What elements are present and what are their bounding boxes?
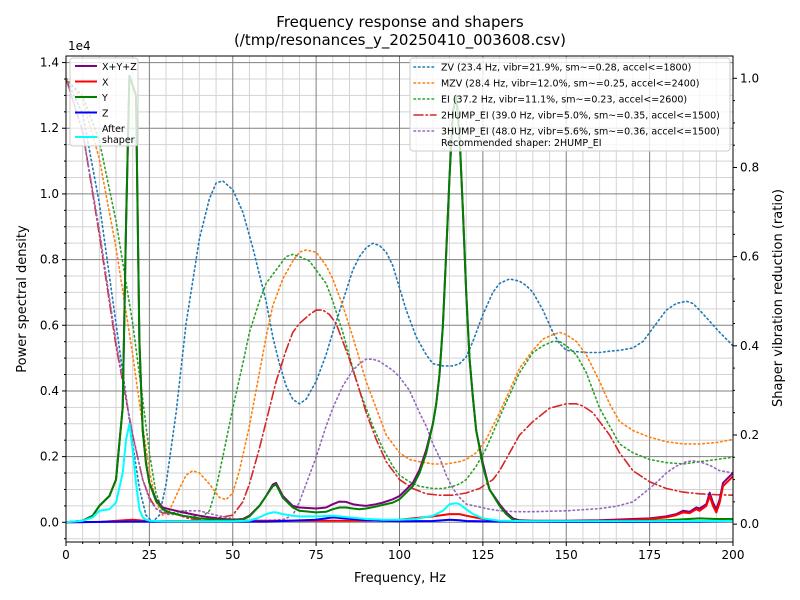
shaper-legend-label: 3HUMP_EI (48.0 Hz, vibr=5.6%, sm~=0.36, … <box>441 127 720 138</box>
y-tick-label: 1.4 <box>40 56 59 70</box>
y-axis-offset-label: 1e4 <box>68 39 91 53</box>
y-tick-label: 0.0 <box>40 515 59 529</box>
y2-tick-label: 1.0 <box>740 71 759 85</box>
y-tick-label: 0.6 <box>40 318 59 332</box>
psd-series-group <box>66 74 733 524</box>
shaper-legend-label: MZV (28.4 Hz, vibr=12.0%, sm~=0.25, acce… <box>441 79 700 90</box>
x-axis: 0 25 50 75 100 125 150 175 200 <box>62 542 744 562</box>
psd-legend-label: After <box>102 124 125 135</box>
y2-tick-label: 0.4 <box>740 339 759 353</box>
psd-legend-label: X <box>102 78 109 89</box>
shaper-line-3hump-ei <box>66 77 733 522</box>
psd-legend-box <box>69 57 139 147</box>
x-axis-label: Frequency, Hz <box>354 571 446 586</box>
x-tick-label: 50 <box>225 548 240 562</box>
y2-tick-label: 0.6 <box>740 250 759 264</box>
shaper-line-zv <box>66 77 733 524</box>
psd-legend-label: X+Y+Z <box>102 62 137 73</box>
shaper-line-ei <box>66 77 733 520</box>
y2-tick-label: 0.2 <box>740 428 759 442</box>
y-axis-left: 0.0 0.2 0.4 0.6 0.8 1.0 1.2 1.4 <box>40 56 66 540</box>
y-tick-label: 1.0 <box>40 187 59 201</box>
chart-title: Frequency response and shapers <box>276 13 524 31</box>
shaper-legend-label: ZV (23.4 Hz, vibr=21.9%, sm~=0.28, accel… <box>441 63 691 74</box>
y-axis-right: 0.0 0.2 0.4 0.6 0.8 1.0 <box>733 71 759 531</box>
y-axis-label-right: Shaper vibration reduction (ratio) <box>771 189 786 407</box>
shaper-line-mzv <box>66 77 733 517</box>
x-tick-label: 125 <box>471 548 494 562</box>
psd-line-after-shaper <box>66 422 733 524</box>
y2-tick-label: 0.8 <box>740 160 759 174</box>
shaper-legend-box <box>409 57 731 152</box>
shaper-legend: ZV (23.4 Hz, vibr=21.9%, sm~=0.28, accel… <box>409 57 731 152</box>
y-tick-label: 0.4 <box>40 384 59 398</box>
chart-subtitle: (/tmp/resonances_y_20250410_003608.csv) <box>234 31 566 50</box>
x-tick-label: 0 <box>62 548 70 562</box>
y-axis-label-left: Power spectral density <box>15 225 30 373</box>
y-tick-label: 1.2 <box>40 121 59 135</box>
x-tick-label: 200 <box>722 548 745 562</box>
shaper-series-group <box>66 77 733 524</box>
psd-legend-label: Z <box>102 109 109 120</box>
shaper-legend-label: EI (37.2 Hz, vibr=11.1%, sm~=0.23, accel… <box>441 95 687 106</box>
x-tick-label: 175 <box>638 548 661 562</box>
psd-legend-label: Y <box>101 93 108 104</box>
shaper-legend-label: 2HUMP_EI (39.0 Hz, vibr=5.0%, sm~=0.35, … <box>441 111 720 122</box>
psd-legend-label: shaper <box>102 135 135 146</box>
y-tick-label: 0.2 <box>40 450 59 464</box>
psd-line-y <box>66 74 733 524</box>
y-tick-label: 0.8 <box>40 253 59 267</box>
x-tick-label: 75 <box>308 548 323 562</box>
x-tick-label: 150 <box>555 548 578 562</box>
x-tick-label: 100 <box>388 548 411 562</box>
recommended-shaper-label: Recommended shaper: 2HUMP_EI <box>441 138 602 149</box>
x-tick-label: 25 <box>142 548 157 562</box>
y2-tick-label: 0.0 <box>740 517 759 531</box>
